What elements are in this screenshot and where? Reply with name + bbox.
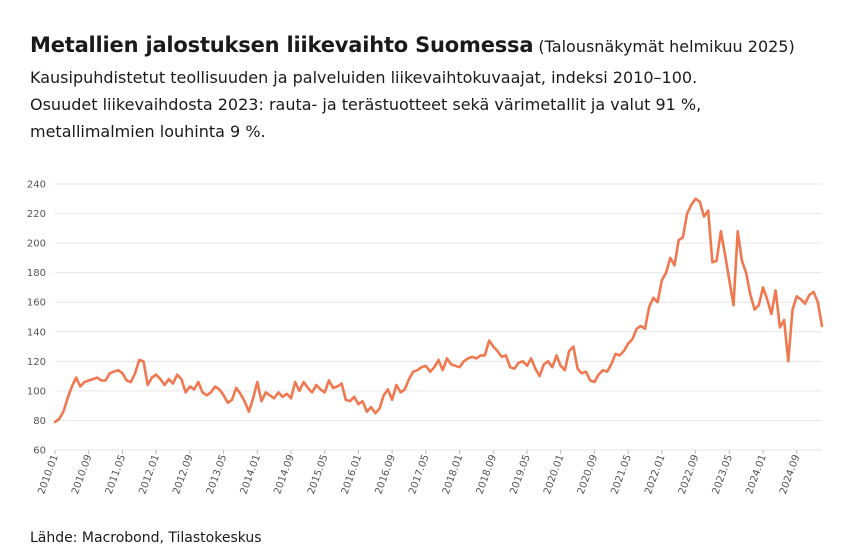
x-tick-label: 2019.05 xyxy=(508,453,532,496)
x-tick-label: 2016.09 xyxy=(373,453,397,496)
subtitle-line-2: Osuudet liikevaihdosta 2023: rauta- ja t… xyxy=(30,95,702,114)
chart-title: Metallien jalostuksen liikevaihto Suomes… xyxy=(30,33,534,57)
x-tick-label: 2010.01 xyxy=(36,453,60,496)
x-tick-label: 2020.01 xyxy=(542,453,566,496)
x-tick-label: 2016.01 xyxy=(340,453,364,496)
subtitle-line-3: metallimalmien louhinta 9 %. xyxy=(30,122,266,141)
subtitle-line-1: Kausipuhdistetut teollisuuden ja palvelu… xyxy=(30,68,698,87)
y-tick-label: 60 xyxy=(33,446,46,457)
y-tick-label: 100 xyxy=(27,386,46,397)
y-tick-label: 120 xyxy=(27,357,46,368)
y-tick-label: 160 xyxy=(27,298,46,309)
x-tick-label: 2017.05 xyxy=(407,453,431,496)
y-tick-label: 220 xyxy=(27,209,46,220)
x-tick-label: 2010.09 xyxy=(70,453,94,496)
title-note: (Talousnäkymät helmikuu 2025) xyxy=(538,37,795,56)
series-line xyxy=(53,197,824,424)
line-chart: 60 80 100 120 140 160 180 200 220 240 2010.01 2010.… xyxy=(27,180,824,496)
x-tick-label: 2022.01 xyxy=(643,453,667,496)
chart-title-line: Metallien jalostuksen liikevaihto Suomes… xyxy=(30,33,795,57)
x-tick-label: 2018.09 xyxy=(475,453,499,496)
x-tick-label: 2011.05 xyxy=(104,453,128,496)
x-tick-label: 2012.01 xyxy=(137,453,161,496)
y-tick-label: 180 xyxy=(27,268,46,279)
x-tick-label: 2022.09 xyxy=(677,453,701,496)
x-tick-label: 2024.01 xyxy=(744,453,768,496)
x-tick-label: 2013.05 xyxy=(205,453,229,496)
y-tick-label: 80 xyxy=(33,416,46,427)
x-tick-label: 2024.09 xyxy=(778,453,802,496)
x-tick-label: 2020.09 xyxy=(576,453,600,496)
x-tick-label: 2015.05 xyxy=(306,453,330,496)
x-tick-label: 2018.01 xyxy=(441,453,465,496)
x-tick-label: 2021.05 xyxy=(609,453,633,496)
x-tick-label: 2014.01 xyxy=(239,453,263,496)
source-footer: Lähde: Macrobond, Tilastokeskus xyxy=(30,530,262,546)
y-tick-label: 240 xyxy=(27,180,46,191)
chart-subtitle: Kausipuhdistetut teollisuuden ja palvelu… xyxy=(30,64,830,145)
x-tick-label: 2014.09 xyxy=(272,453,296,496)
x-tick-label: 2012.09 xyxy=(171,453,195,496)
y-tick-label: 200 xyxy=(27,239,46,250)
y-tick-label: 140 xyxy=(27,327,46,338)
x-tick-label: 2023.05 xyxy=(711,453,735,496)
